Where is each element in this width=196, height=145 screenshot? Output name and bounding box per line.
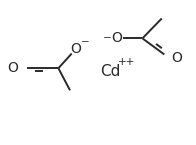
Text: ++: ++	[118, 57, 136, 67]
Text: O: O	[171, 51, 182, 65]
Text: O: O	[7, 61, 18, 75]
Text: Cd: Cd	[100, 64, 121, 79]
Text: −: −	[103, 33, 112, 43]
Text: O: O	[111, 31, 122, 45]
Text: O: O	[70, 42, 81, 56]
Text: −: −	[81, 37, 89, 47]
